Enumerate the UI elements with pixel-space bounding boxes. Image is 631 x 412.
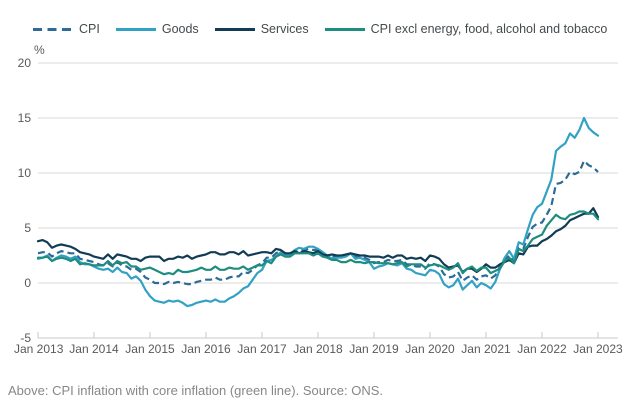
series-line-cpi-excl-energy-food-alcohol-and-tobacco [36, 210, 600, 276]
y-tick-label: 5 [24, 221, 31, 235]
y-tick-label: 20 [18, 56, 32, 70]
legend-item-core-cpi: CPI excl energy, food, alcohol and tobac… [324, 22, 608, 36]
legend-label-goods: Goods [161, 22, 199, 36]
legend-label-core-cpi: CPI excl energy, food, alcohol and tobac… [370, 22, 608, 36]
legend-label-cpi: CPI [79, 22, 100, 36]
x-tick-label: Jan 2016 [181, 342, 231, 356]
x-tick-label: Jan 2023 [573, 342, 623, 356]
x-tick-label: Jan 2021 [461, 342, 511, 356]
services-line-swatch-icon [214, 27, 255, 31]
goods-line-swatch-icon [115, 27, 156, 31]
x-tick-label: Jan 2014 [69, 342, 119, 356]
x-tick-label: Jan 2020 [405, 342, 455, 356]
x-tick-label: Jan 2013 [14, 342, 64, 356]
legend-item-goods: Goods [115, 22, 199, 36]
legend-label-services: Services [260, 22, 309, 36]
x-tick-label: Jan 2022 [517, 342, 567, 356]
x-tick-label: Jan 2017 [237, 342, 287, 356]
y-tick-label: 15 [18, 111, 32, 125]
legend-item-cpi: CPI [33, 22, 100, 36]
y-axis-unit-label: % [34, 43, 45, 57]
x-tick-label: Jan 2015 [125, 342, 175, 356]
y-tick-label: 10 [18, 166, 32, 180]
cpi-dashed-line-swatch-icon [33, 27, 73, 31]
series-line-goods [36, 116, 600, 308]
chart-legend: CPI Goods Services CPI excl energy, food… [33, 22, 607, 36]
core-cpi-line-swatch-icon [324, 27, 365, 31]
x-tick-label: Jan 2019 [349, 342, 399, 356]
chart-caption: Above: CPI inflation with core inflation… [8, 383, 384, 398]
y-tick-label: -5 [20, 331, 31, 345]
legend-item-services: Services [214, 22, 309, 36]
y-tick-label: 0 [24, 276, 31, 290]
x-tick-label: Jan 2018 [293, 342, 343, 356]
series-line-cpi [37, 159, 599, 286]
